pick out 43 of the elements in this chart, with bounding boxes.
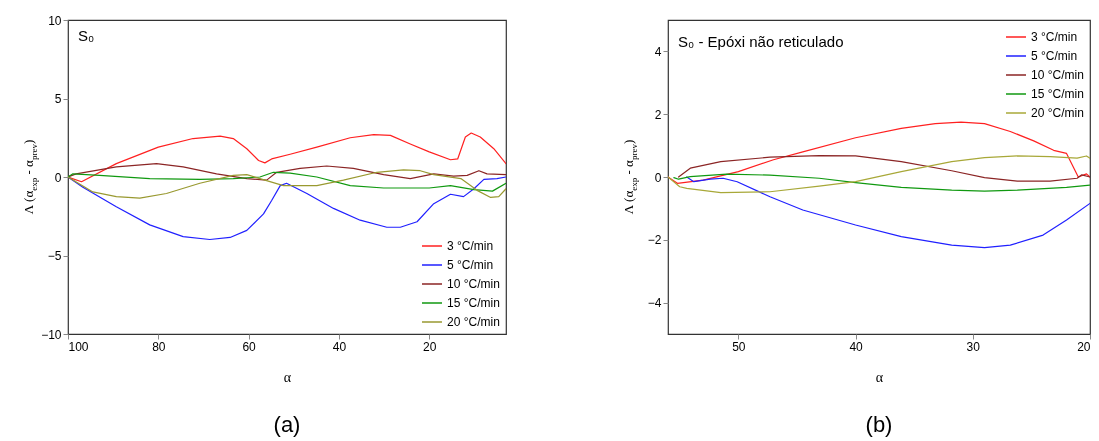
x-tick-label: 20: [1077, 339, 1091, 354]
y-tick-label: 5: [54, 92, 62, 106]
legend-label: 20 °C/min: [1031, 106, 1084, 120]
line-series: [68, 163, 506, 181]
x-tick-label: 40: [849, 339, 864, 354]
chart-title: S₀: [78, 27, 95, 44]
y-tick-label: 10: [48, 13, 62, 28]
y-tick-label: −2: [647, 233, 662, 248]
x-tick-label: 80: [152, 339, 166, 354]
x-axis-title: α: [875, 369, 884, 385]
line-series: [68, 169, 506, 199]
y-tick-label: 0: [54, 170, 62, 185]
x-tick-label: 100: [68, 339, 89, 354]
y-tick-label: 2: [654, 107, 662, 122]
line-series: [686, 176, 1090, 249]
line-series: [677, 155, 1090, 182]
text: S₀ - Epóxi não reticulado: [678, 33, 844, 50]
line-series: [68, 132, 506, 183]
legend-label: 15 °C/min: [447, 296, 500, 310]
line-series: [673, 173, 1090, 192]
legend-label: 20 °C/min: [447, 315, 500, 329]
y-tick-label: 4: [654, 44, 662, 59]
x-tick-label: 40: [332, 339, 347, 354]
x-tick-label: 50: [732, 339, 746, 354]
text: (b): [865, 412, 893, 438]
x-tick-label: 60: [242, 339, 257, 354]
legend-label: 5 °C/min: [1031, 49, 1078, 63]
text: (a): [273, 412, 301, 438]
legend-label: 15 °C/min: [1031, 87, 1084, 101]
x-tick-label: 20: [423, 339, 437, 354]
legend-label: 5 °C/min: [447, 258, 494, 272]
x-axis-title: α: [283, 369, 292, 385]
legend-label: 10 °C/min: [1031, 68, 1084, 82]
legend-label: 3 °C/min: [447, 239, 494, 253]
y-tick-label: −10: [41, 327, 62, 342]
legend-label: 3 °C/min: [1031, 30, 1078, 44]
x-tick-label: 30: [966, 339, 981, 354]
y-tick-label: −5: [47, 249, 62, 263]
line-series: [68, 171, 506, 192]
y-tick-label: 0: [654, 170, 662, 185]
y-tick-label: −4: [647, 296, 662, 311]
legend-label: 10 °C/min: [447, 277, 500, 291]
line-series: [668, 155, 1090, 194]
